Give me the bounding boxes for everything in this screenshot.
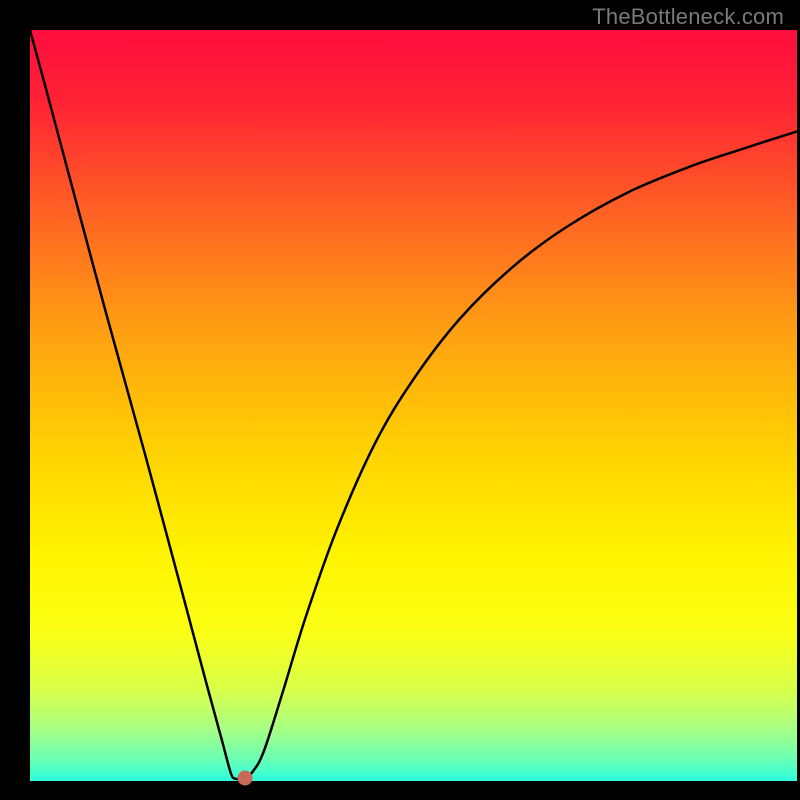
- chart-border-bottom: [0, 781, 800, 800]
- chart-gradient-background: [30, 30, 797, 781]
- curve-minimum-marker: [237, 770, 252, 785]
- chart-border-left: [0, 0, 30, 800]
- chart-canvas: TheBottleneck.com: [0, 0, 800, 800]
- watermark-text: TheBottleneck.com: [592, 4, 784, 30]
